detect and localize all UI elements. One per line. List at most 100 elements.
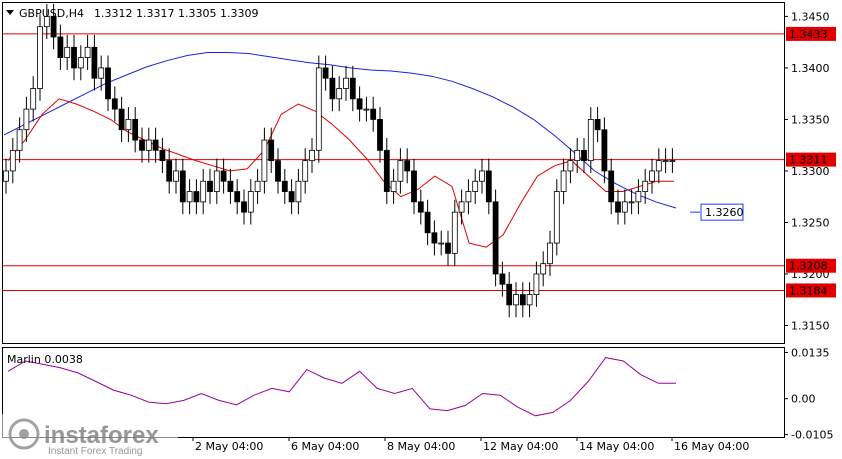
candle	[581, 137, 587, 173]
candle-body	[649, 170, 655, 182]
candle-body	[159, 149, 166, 162]
candle	[655, 148, 662, 184]
candle	[594, 107, 601, 143]
candle	[499, 261, 506, 297]
candle	[186, 179, 193, 215]
candle	[343, 65, 349, 101]
candle-body	[16, 129, 23, 151]
candle	[3, 158, 9, 194]
candle-body	[295, 180, 302, 203]
candle	[98, 55, 105, 91]
candle-body	[281, 180, 288, 192]
candle	[315, 55, 322, 163]
time-tick-label: 12 May 04:00	[483, 440, 558, 453]
candle-body	[411, 170, 417, 203]
candle-body	[220, 170, 227, 182]
candle	[302, 148, 309, 194]
candle-body	[581, 149, 587, 162]
candle-body	[64, 46, 71, 59]
candle-body	[662, 160, 669, 163]
candle	[295, 168, 302, 215]
candle	[553, 179, 560, 256]
candle	[472, 168, 479, 204]
candle	[390, 168, 397, 204]
time-tick-label: 8 May 04:00	[387, 440, 455, 453]
candle-body	[628, 201, 635, 204]
projection-label-bg	[700, 203, 744, 221]
candle	[540, 251, 547, 287]
candle-body	[200, 180, 207, 203]
price-tick-label: 1.3150	[791, 319, 830, 332]
candle	[159, 137, 166, 173]
candle	[370, 96, 377, 132]
level-label: 1.3184	[789, 284, 828, 297]
oscillator-title: Marlin 0.0038	[7, 353, 83, 366]
candle	[363, 96, 370, 122]
candle-body	[635, 191, 642, 203]
candle-body	[139, 139, 145, 151]
candle-body	[50, 15, 57, 38]
candle	[111, 86, 118, 122]
candle-body	[173, 170, 179, 182]
candle	[492, 189, 499, 287]
candlesticks	[3, 4, 676, 318]
candle	[615, 189, 621, 225]
candle-body	[567, 160, 574, 172]
level-label: 1.3311	[789, 154, 828, 167]
candle	[220, 158, 227, 194]
candle	[227, 168, 234, 204]
candle	[322, 55, 329, 91]
candle	[485, 158, 492, 215]
ohlc-readout: 1.3312 1.3317 1.3305 1.3309	[94, 7, 258, 20]
candle-body	[547, 242, 553, 265]
candle-body	[404, 160, 411, 172]
candle	[281, 168, 288, 204]
candle-body	[186, 191, 193, 203]
osc-tick-label: 0.0135	[791, 346, 830, 359]
candle	[125, 107, 132, 143]
logo-emblem-icon	[8, 418, 40, 450]
candle	[533, 261, 540, 307]
candle-body	[275, 160, 281, 182]
candle	[254, 168, 261, 204]
candle-body	[574, 149, 581, 162]
candle-body	[166, 160, 173, 182]
candle-body	[43, 15, 50, 28]
candle-body	[9, 149, 16, 172]
level-label-bg	[786, 258, 836, 273]
candle-body	[377, 119, 383, 151]
logo-tagline: Instant Forex Trading	[48, 446, 143, 457]
candle	[145, 127, 152, 163]
candle-body	[479, 170, 485, 182]
candle-body	[336, 88, 343, 100]
candle	[50, 4, 57, 50]
time-tick-label: 2 May 04:00	[195, 440, 263, 453]
candle	[608, 158, 615, 215]
candle	[587, 107, 594, 173]
candle-body	[234, 191, 241, 203]
candle-body	[417, 201, 424, 213]
price-tick-label: 1.3300	[791, 165, 830, 178]
candle-body	[383, 149, 390, 192]
candle	[356, 86, 363, 122]
candle-body	[390, 180, 397, 192]
candle-body	[451, 211, 458, 254]
candle-body	[241, 201, 247, 213]
candle	[91, 34, 98, 91]
oscillator-panel-frame	[2, 347, 785, 438]
candle-body	[23, 108, 30, 131]
candle	[268, 127, 275, 173]
candle-body	[356, 98, 363, 110]
symbol-dropdown-icon[interactable]	[6, 10, 14, 15]
candle-body	[615, 201, 621, 213]
candle	[567, 148, 574, 184]
candle	[411, 158, 417, 215]
oscillator-line	[7, 357, 676, 417]
candle-body	[84, 46, 91, 59]
instaforex-logo: instaforex Instant Forex Trading	[0, 414, 178, 459]
candle-body	[594, 119, 601, 131]
candle-body	[247, 191, 254, 213]
candle-body	[424, 211, 431, 234]
